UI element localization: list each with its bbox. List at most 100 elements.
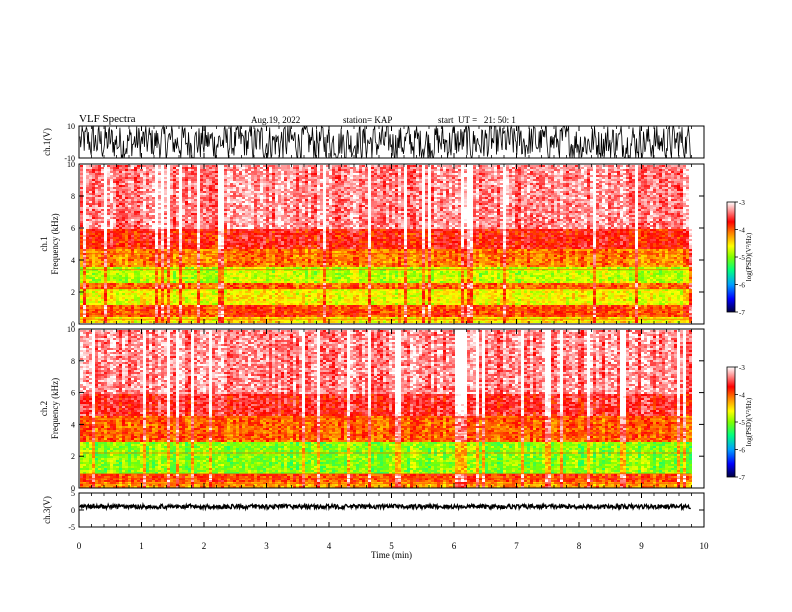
spectrogram-cell [164, 283, 167, 285]
spectrogram-cell [116, 319, 119, 321]
spectrogram-cell [98, 305, 101, 307]
spectrogram-cell [86, 241, 89, 243]
spectrogram-cell [227, 195, 230, 197]
spectrogram-cell [125, 321, 128, 323]
spectrogram-cell [176, 173, 179, 175]
spectrogram-cell [176, 249, 179, 251]
spectrogram-cell [242, 179, 245, 181]
spectrogram-cell [215, 231, 218, 233]
spectrogram-cell [146, 219, 149, 221]
spectrogram-cell [224, 307, 227, 309]
spectrogram-cell [161, 165, 164, 167]
spectrogram-cell [131, 231, 134, 233]
spectrogram-cell [83, 225, 86, 227]
spectrogram-cell [167, 273, 170, 275]
spectrogram-cell [191, 239, 194, 241]
spectrogram-cell [260, 249, 263, 251]
spectrogram-cell [221, 249, 224, 251]
spectrogram-cell [110, 231, 113, 233]
spectrogram-cell [170, 297, 173, 299]
spectrogram-cell [134, 285, 137, 287]
spectrogram-cell [194, 243, 197, 245]
spectrogram-cell [185, 185, 188, 187]
spectrogram-cell [140, 255, 143, 257]
spectrogram-cell [95, 181, 98, 183]
spectrogram-cell [260, 219, 263, 221]
spectrogram-cell [200, 195, 203, 197]
spectrogram-cell [92, 291, 95, 293]
spectrogram-cell [134, 297, 137, 299]
spectrogram-cell [254, 191, 257, 193]
spectrogram-cell [110, 291, 113, 293]
spectrogram-cell [221, 189, 224, 191]
spectrogram-cell [218, 191, 221, 193]
spectrogram-cell [215, 289, 218, 291]
spectrogram-cell [119, 305, 122, 307]
spectrogram-cell [233, 267, 236, 269]
spectrogram-cell [173, 277, 176, 279]
spectrogram-cell [236, 299, 239, 301]
spectrogram-cell [200, 277, 203, 279]
spectrogram-cell [182, 305, 185, 307]
spectrogram-cell [80, 293, 83, 295]
spectrogram-cell [224, 243, 227, 245]
spectrogram-cell [101, 301, 104, 303]
spectrogram-cell [218, 319, 221, 321]
spectrogram-cell [221, 283, 224, 285]
spectrogram-cell [167, 165, 170, 167]
spectrogram-cell [200, 257, 203, 259]
spectrogram-cell [200, 317, 203, 319]
spectrogram-cell [110, 281, 113, 283]
spectrogram-cell [95, 257, 98, 259]
spectrogram-cell [260, 171, 263, 173]
spectrogram-cell [80, 289, 83, 291]
spectrogram-cell [191, 271, 194, 273]
spectrogram-cell [86, 203, 89, 205]
spectrogram-cell [191, 267, 194, 269]
spectrogram-cell [158, 177, 161, 179]
spectrogram-cell [191, 255, 194, 257]
spectrogram-cell [191, 197, 194, 199]
spectrogram-cell [116, 185, 119, 187]
spectrogram-cell [119, 297, 122, 299]
spectrogram-cell [86, 249, 89, 251]
spectrogram-cell [188, 217, 191, 219]
spectrogram-cell [251, 241, 254, 243]
spectrogram-cell [239, 247, 242, 249]
spectrogram-cell [101, 267, 104, 269]
spectrogram-cell [80, 225, 83, 227]
spectrogram-cell [164, 257, 167, 259]
spectrogram-cell [167, 275, 170, 277]
spectrogram-cell [254, 207, 257, 209]
spectrogram-cell [248, 185, 251, 187]
spectrogram-cell [95, 221, 98, 223]
spectrogram-cell [224, 205, 227, 207]
spectrogram-cell [89, 187, 92, 189]
spectrogram-cell [116, 297, 119, 299]
spectrogram-cell [131, 317, 134, 319]
spectrogram-cell [224, 167, 227, 169]
spectrogram-cell [101, 201, 104, 203]
spectrogram-cell [164, 311, 167, 313]
spectrogram-cell [209, 277, 212, 279]
spectrogram-cell [107, 167, 110, 169]
spectrogram-cell [104, 305, 107, 307]
spectrogram-cell [248, 241, 251, 243]
spectrogram-cell [101, 173, 104, 175]
spectrogram-cell [212, 245, 215, 247]
spectrogram-cell [191, 213, 194, 215]
spectrogram-cell [206, 195, 209, 197]
spectrogram-cell [194, 197, 197, 199]
spectrogram-cell [233, 229, 236, 231]
spectrogram-cell [248, 219, 251, 221]
spectrogram-cell [164, 193, 167, 195]
spectrogram-cell [245, 275, 248, 277]
spectrogram-cell [83, 169, 86, 171]
spectrogram-cell [197, 233, 200, 235]
spectrogram-cell [125, 283, 128, 285]
spectrogram-cell [86, 297, 89, 299]
spectrogram-cell [122, 209, 125, 211]
spectrogram-cell [248, 299, 251, 301]
spectrogram-cell [143, 317, 146, 319]
spectrogram-cell [185, 173, 188, 175]
